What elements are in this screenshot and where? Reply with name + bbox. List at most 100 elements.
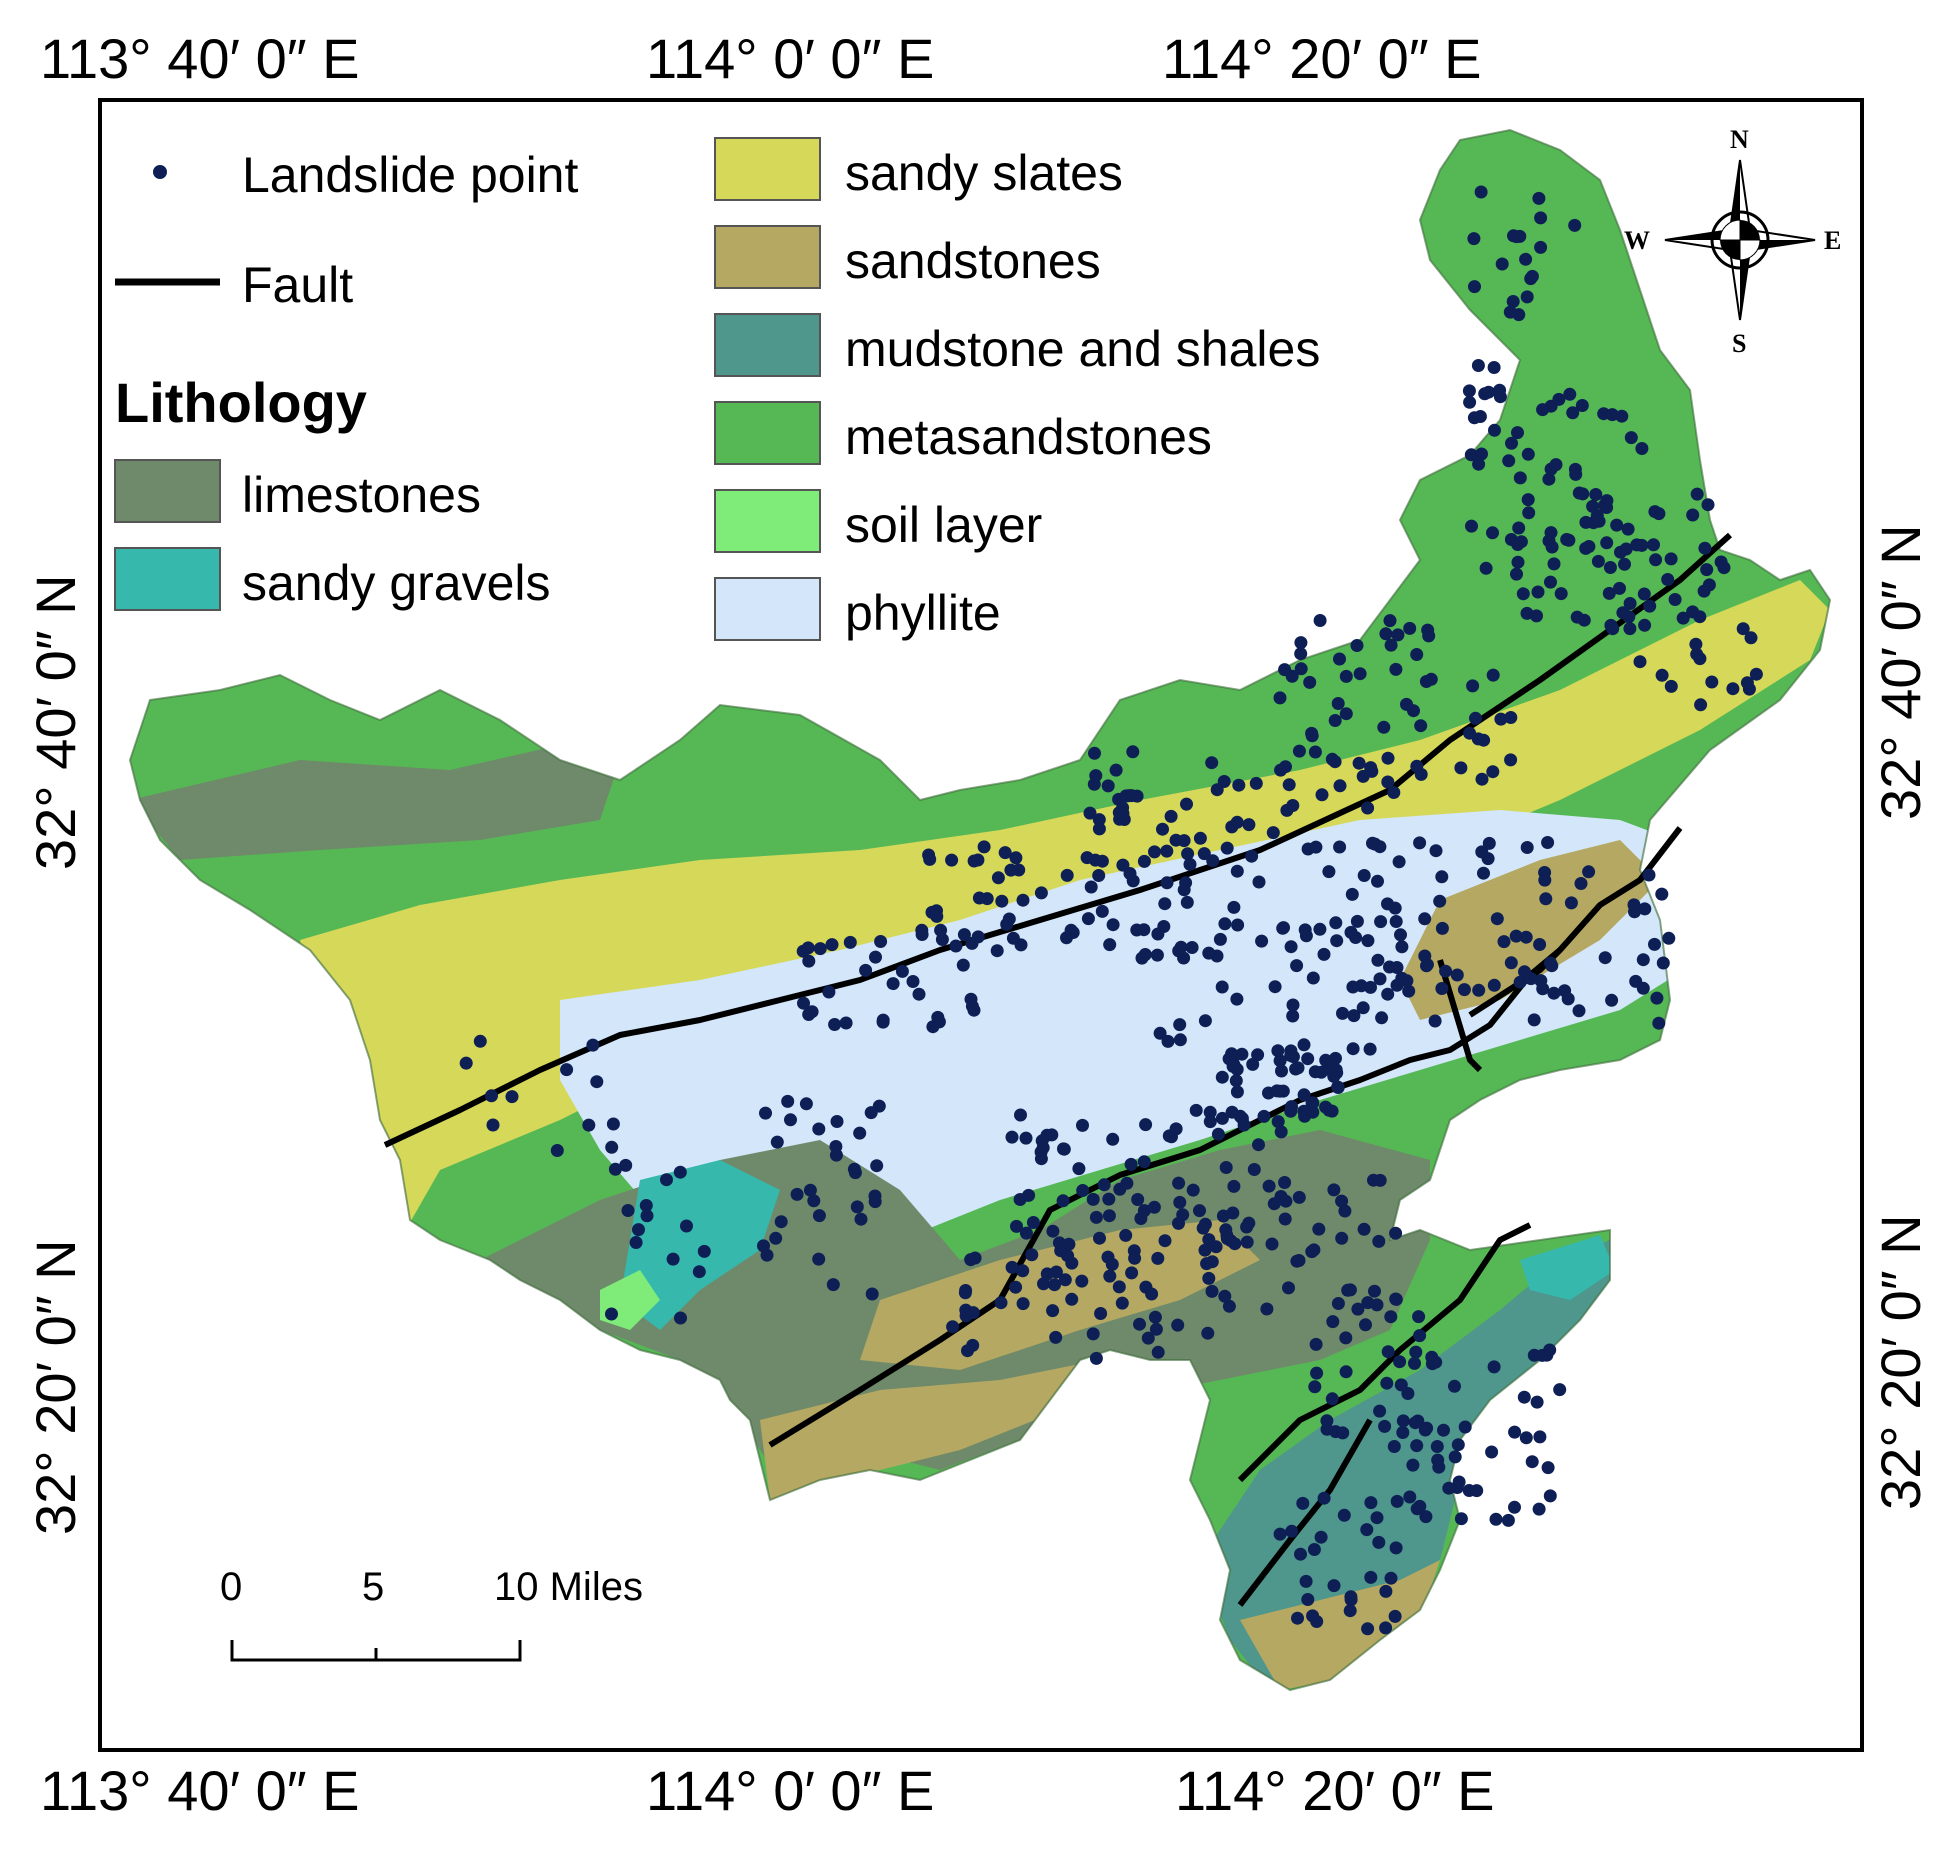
- landslide-point: [959, 1309, 973, 1323]
- landslide-point: [1229, 1074, 1243, 1088]
- landslide-point: [1465, 519, 1478, 533]
- landslide-point: [1381, 987, 1395, 1001]
- landslide-point: [1613, 581, 1626, 595]
- landslide-point: [1381, 751, 1395, 765]
- landslide-point: [1623, 597, 1637, 610]
- landslide-point: [1638, 618, 1652, 632]
- landslide-point: [1227, 900, 1241, 914]
- landslide-point: [1314, 1530, 1328, 1544]
- landslide-point: [1202, 946, 1216, 960]
- landslide-point: [1553, 1383, 1567, 1397]
- landslide-point: [1034, 886, 1048, 900]
- landslide-point: [1198, 1243, 1212, 1257]
- landslide-point: [1474, 185, 1488, 199]
- landslide-point: [1412, 1310, 1426, 1324]
- landslide-point: [1554, 587, 1568, 601]
- landslide-point: [485, 1089, 498, 1103]
- landslide-point: [1279, 1194, 1293, 1208]
- landslide-point: [1437, 1423, 1450, 1437]
- landslide-point: [1016, 1297, 1030, 1311]
- landslide-point: [1394, 1378, 1408, 1392]
- landslide-point: [839, 1016, 853, 1030]
- landslide-point: [1309, 840, 1323, 854]
- landslide-point: [991, 871, 1005, 885]
- landslide-point: [1089, 1210, 1103, 1224]
- landslide-point: [1339, 1331, 1353, 1345]
- landslide-point: [1203, 1115, 1217, 1129]
- landslide-point: [1428, 1014, 1442, 1028]
- left-lat-label-1: 32° 40′ 0″ N: [24, 574, 87, 870]
- landslide-point: [1430, 1440, 1444, 1453]
- legend-class-phyllite: phyllite: [714, 577, 1001, 641]
- landslide-point: [1504, 711, 1518, 724]
- landslide-point: [1299, 1574, 1313, 1588]
- landslide-point: [1485, 1445, 1499, 1459]
- landslide-point: [1002, 912, 1016, 926]
- sandstones-zone-east: [1400, 840, 1660, 1020]
- landslide-point: [1475, 772, 1489, 786]
- landslide-point: [1511, 555, 1525, 569]
- landslide-point: [1331, 697, 1345, 710]
- landslide-point: [1633, 655, 1647, 669]
- landslide-point: [1387, 786, 1401, 799]
- landslide-point: [1294, 1547, 1307, 1561]
- landslide-point: [1245, 849, 1259, 863]
- landslide-point: [1420, 1421, 1434, 1435]
- landslide-point: [1605, 993, 1619, 1007]
- landslide-point: [1388, 901, 1402, 915]
- scale-label-5: 5: [362, 1565, 384, 1609]
- landslide-point: [1345, 887, 1359, 901]
- landslide-point: [619, 1158, 633, 1172]
- landslide-point: [1705, 675, 1719, 689]
- landslide-point: [1643, 599, 1657, 613]
- landslide-point: [1180, 797, 1193, 811]
- landslide-point: [1009, 851, 1023, 865]
- landslide-point: [1525, 1455, 1539, 1469]
- landslide-point: [956, 958, 970, 972]
- landslide-point: [1246, 1057, 1260, 1071]
- landslide-point: [1126, 745, 1140, 759]
- landslide-point: [813, 942, 827, 956]
- landslide-point: [1627, 898, 1641, 912]
- legend-label-phyllite: phyllite: [845, 585, 1001, 641]
- landslide-point: [1343, 1604, 1357, 1618]
- landslide-point: [1606, 622, 1620, 636]
- landslide-point: [1297, 1038, 1311, 1052]
- landslide-point: [1736, 622, 1750, 636]
- landslide-point: [1572, 1004, 1586, 1018]
- landslide-point: [1458, 1420, 1472, 1434]
- landslide-point: [1151, 1251, 1165, 1265]
- landslide-point: [843, 935, 857, 949]
- landslide-point: [1388, 1609, 1402, 1623]
- landslide-point: [964, 992, 978, 1006]
- landslide-point: [1635, 442, 1649, 455]
- landslide-point: [660, 1173, 673, 1187]
- landslide-point: [1016, 1264, 1030, 1278]
- landslide-point: [1072, 1162, 1086, 1176]
- landslide-point: [1454, 1512, 1468, 1526]
- landslide-point: [945, 853, 959, 867]
- compass-n-label: N: [1730, 125, 1749, 154]
- landslide-point: [1273, 691, 1287, 705]
- landslide-point: [1533, 938, 1547, 951]
- scale-label-0: 0: [220, 1565, 242, 1609]
- landslide-point: [1541, 1461, 1555, 1475]
- legend-label-sandstones: sandstones: [845, 233, 1101, 289]
- landslide-point: [1220, 841, 1234, 855]
- north-arrow-compass: N S E W: [1624, 125, 1841, 358]
- landslide-point: [1016, 893, 1030, 907]
- landslide-point: [1517, 1390, 1531, 1404]
- landslide-point: [1257, 1109, 1271, 1123]
- landslide-point: [803, 1183, 817, 1197]
- landslide-point: [1312, 1222, 1326, 1236]
- landslide-point: [1048, 1278, 1061, 1292]
- landslide-point: [930, 909, 944, 923]
- landslide-point: [1435, 921, 1449, 935]
- landslide-point: [1361, 934, 1375, 948]
- landslide-point: [1148, 845, 1161, 859]
- landslide-point: [1394, 928, 1407, 942]
- landslide-point: [1357, 1222, 1371, 1236]
- landslide-point: [1638, 902, 1652, 916]
- landslide-point: [1384, 1571, 1398, 1585]
- landslide-point: [1520, 841, 1534, 854]
